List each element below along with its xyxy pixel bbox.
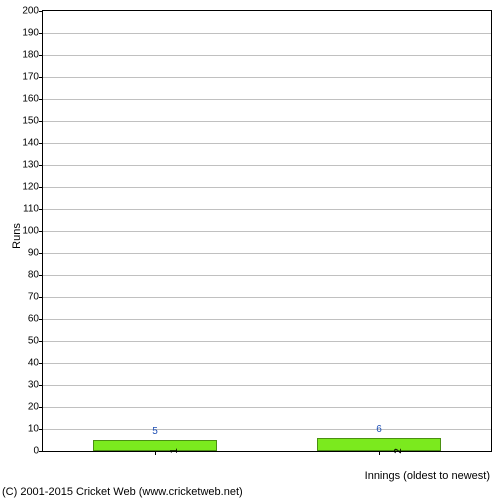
- gridline: [43, 209, 491, 210]
- y-tick-label: 190: [22, 28, 43, 39]
- y-tick-label: 170: [22, 72, 43, 83]
- y-tick-label: 100: [22, 226, 43, 237]
- x-tick-label: 1: [155, 448, 180, 454]
- y-tick-label: 130: [22, 160, 43, 171]
- plot-area: 0102030405060708090100110120130140150160…: [42, 10, 492, 452]
- y-tick-label: 120: [22, 182, 43, 193]
- y-tick-label: 60: [28, 314, 43, 325]
- bar-value-label: 5: [152, 426, 158, 437]
- y-tick-label: 80: [28, 270, 43, 281]
- gridline: [43, 319, 491, 320]
- y-tick-label: 160: [22, 94, 43, 105]
- gridline: [43, 363, 491, 364]
- gridline: [43, 275, 491, 276]
- gridline: [43, 385, 491, 386]
- gridline: [43, 231, 491, 232]
- gridline: [43, 165, 491, 166]
- y-tick-label: 110: [23, 204, 43, 215]
- y-tick-label: 30: [28, 380, 43, 391]
- y-tick-label: 200: [22, 6, 43, 17]
- y-tick-label: 70: [28, 292, 43, 303]
- bar-value-label: 6: [376, 424, 382, 435]
- gridline: [43, 143, 491, 144]
- y-tick-label: 180: [22, 50, 43, 61]
- gridline: [43, 341, 491, 342]
- y-tick-label: 20: [28, 402, 43, 413]
- gridline: [43, 99, 491, 100]
- gridline: [43, 253, 491, 254]
- y-tick-label: 90: [28, 248, 43, 259]
- y-tick-label: 140: [22, 138, 43, 149]
- chart-container: 0 10 20 30 40 50 60 70 80 90 100 110 120 130 140 150 160…: [0, 0, 500, 500]
- gridline: [43, 187, 491, 188]
- y-tick-label: 10: [28, 424, 43, 435]
- y-tick-label: 50: [28, 336, 43, 347]
- gridline: [43, 407, 491, 408]
- y-tick-label: 40: [28, 358, 43, 369]
- gridline: [43, 55, 491, 56]
- x-tick-label: 2: [379, 448, 404, 454]
- gridline: [43, 297, 491, 298]
- gridline: [43, 429, 491, 430]
- gridline: [43, 121, 491, 122]
- y-tick-label: 150: [22, 116, 43, 127]
- gridline: [43, 33, 491, 34]
- x-axis-label: Innings (oldest to newest): [365, 470, 490, 482]
- gridline: [43, 77, 491, 78]
- y-tick-label: 0: [33, 446, 43, 457]
- y-axis-label: Runs: [11, 223, 23, 249]
- copyright-text: (C) 2001-2015 Cricket Web (www.cricketwe…: [2, 486, 243, 498]
